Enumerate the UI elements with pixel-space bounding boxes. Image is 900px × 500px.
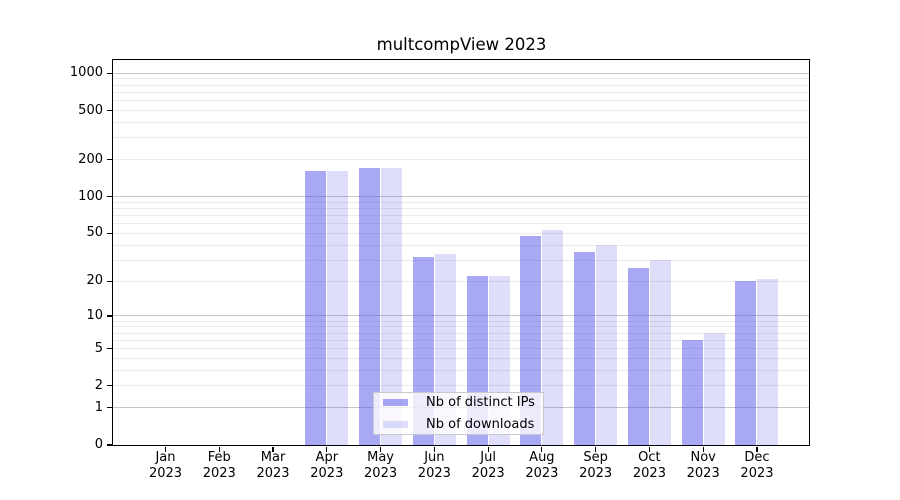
y-tick	[106, 315, 113, 317]
x-tick-label: Apr 2023	[310, 450, 344, 481]
y-tick	[106, 109, 113, 112]
legend-swatch-distinct-ips	[383, 399, 408, 406]
y-tick-label: 100	[78, 188, 103, 204]
bar-downloads-sep	[596, 245, 618, 445]
legend-label-downloads: Nb of downloads	[426, 416, 535, 432]
gridline-minor	[113, 201, 810, 203]
bar-distinct-ips-may	[359, 167, 381, 445]
x-tick-label: Oct 2023	[632, 450, 666, 481]
x-tick-label: Aug 2023	[525, 450, 559, 481]
y-tick-label: 200	[78, 151, 103, 167]
gridline-minor	[113, 78, 810, 80]
gridline-minor	[113, 110, 810, 112]
y-tick-label: 0	[94, 437, 103, 452]
gridline-minor	[113, 369, 810, 371]
bar-distinct-ips-sep	[574, 252, 596, 445]
gridline-minor	[113, 215, 810, 217]
gridline-minor	[113, 232, 810, 234]
bar-distinct-ips-apr	[305, 170, 327, 445]
gridline-minor	[113, 159, 810, 161]
y-tick-label: 500	[78, 102, 103, 118]
y-tick-label: 20	[86, 273, 103, 289]
gridline-minor	[113, 280, 810, 282]
x-tick-label: Feb 2023	[202, 450, 236, 481]
x-tick-label: Jul 2023	[471, 450, 505, 481]
bar-downloads-oct	[649, 260, 671, 445]
gridline-minor	[113, 84, 810, 86]
y-tick	[106, 444, 113, 446]
x-tick-label: May 2023	[364, 450, 398, 481]
y-tick	[106, 385, 113, 387]
y-tick-label: 10	[86, 307, 103, 323]
legend-label-distinct-ips: Nb of distinct IPs	[426, 394, 535, 410]
bar-distinct-ips-nov	[681, 340, 703, 445]
bar-downloads-apr	[327, 170, 349, 445]
bar-downloads-dec	[757, 278, 779, 445]
gridline-minor	[113, 348, 810, 350]
x-tick	[326, 446, 328, 452]
x-tick	[272, 446, 274, 452]
x-tick-label: Jun 2023	[417, 450, 451, 481]
gridline-major	[113, 315, 810, 317]
legend: Nb of distinct IPs Nb of downloads	[373, 392, 544, 435]
gridline-minor	[113, 332, 810, 334]
legend-item-downloads: Nb of downloads	[374, 416, 543, 432]
x-tick	[756, 446, 758, 452]
y-tick	[106, 196, 113, 198]
x-tick	[595, 446, 597, 452]
y-tick-label: 1000	[69, 65, 103, 81]
y-tick-label: 50	[86, 225, 103, 241]
legend-item-distinct-ips: Nb of distinct IPs	[374, 394, 543, 410]
gridline-major	[113, 196, 810, 198]
x-tick	[164, 446, 167, 452]
y-tick	[106, 407, 113, 409]
x-tick	[218, 446, 220, 452]
gridline-minor	[113, 385, 810, 387]
y-tick	[106, 280, 113, 282]
x-tick	[487, 446, 489, 452]
gridline-minor	[113, 223, 810, 225]
gridline-minor	[113, 320, 810, 322]
x-tick	[702, 446, 704, 452]
chart-title: multcompView 2023	[376, 35, 547, 54]
x-tick-label: Sep 2023	[579, 450, 613, 481]
y-tick-label: 2	[94, 377, 103, 393]
y-tick	[106, 72, 113, 74]
gridline-minor	[113, 137, 810, 139]
gridline-minor	[113, 259, 810, 261]
y-tick-label: 1	[94, 399, 103, 415]
y-tick	[106, 159, 113, 161]
bar-downloads-aug	[542, 230, 564, 445]
bar-downloads-nov	[703, 333, 725, 445]
gridline-minor	[113, 91, 810, 93]
gridline-minor	[113, 122, 810, 124]
x-tick-label: Mar 2023	[256, 450, 290, 481]
bar-downloads-may	[381, 168, 403, 445]
gridline-minor	[113, 208, 810, 210]
x-tick	[379, 446, 382, 452]
x-tick	[541, 446, 543, 452]
y-tick	[106, 232, 113, 235]
gridline-minor	[113, 339, 810, 341]
legend-swatch-downloads	[383, 421, 408, 428]
bar-distinct-ips-dec	[735, 281, 757, 445]
y-tick	[106, 348, 113, 350]
bar-distinct-ips-oct	[627, 267, 649, 445]
gridline-minor	[113, 244, 810, 246]
y-tick-label: 5	[94, 340, 103, 356]
x-tick-label: Jan 2023	[148, 450, 183, 481]
gridline-minor	[113, 326, 810, 328]
x-tick-label: Dec 2023	[740, 450, 774, 481]
x-tick	[648, 446, 651, 452]
x-tick-label: Nov 2023	[686, 450, 720, 481]
gridline-minor	[113, 100, 810, 102]
gridline-major	[113, 72, 810, 74]
x-tick	[433, 446, 435, 452]
gridline-minor	[113, 357, 810, 359]
